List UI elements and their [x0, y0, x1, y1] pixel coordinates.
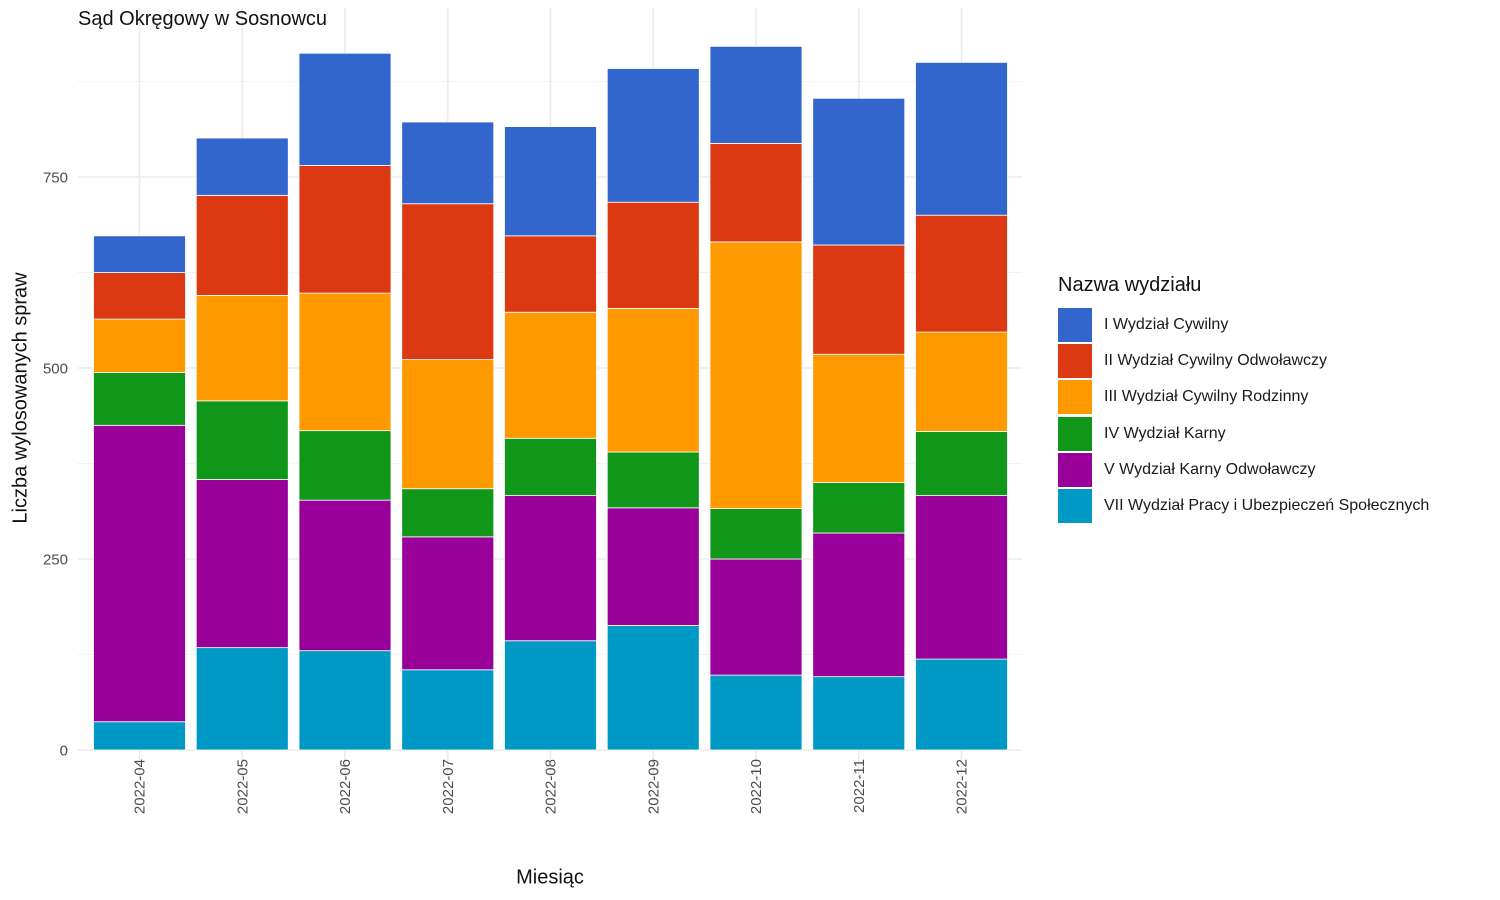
- bar-segment: [401, 121, 495, 205]
- legend-label: II Wydział Cywilny Odwoławczy: [1104, 352, 1328, 370]
- bar-segment: [504, 640, 597, 751]
- bar-segment: [606, 68, 700, 203]
- legend-item: III Wydział Cywilny Rodzinny: [1058, 379, 1429, 415]
- bar-segment: [915, 431, 1008, 496]
- legend-item: I Wydział Cywilny: [1058, 307, 1429, 343]
- x-tick-label: 2022-06: [337, 759, 354, 814]
- bar-segment: [709, 674, 803, 751]
- bar-segment: [504, 235, 597, 313]
- bar-segment: [298, 292, 392, 432]
- x-tick-label: 2022-05: [234, 759, 251, 814]
- bar-segment: [298, 499, 392, 652]
- bar-segment: [709, 241, 803, 509]
- bar-segment: [606, 201, 700, 309]
- bar-segment: [606, 625, 700, 751]
- bars: [93, 45, 1008, 751]
- bar-segment: [401, 359, 495, 490]
- y-tick-label: 250: [43, 552, 68, 569]
- bar-segment: [298, 430, 392, 501]
- y-tick-label: 500: [43, 361, 68, 378]
- legend-label: V Wydział Karny Odwoławczy: [1104, 460, 1316, 478]
- x-tick-label: 2022-09: [645, 759, 662, 814]
- bar-segment: [606, 507, 700, 626]
- bar-segment: [401, 536, 495, 671]
- bar-segment: [915, 331, 1008, 432]
- bar-segment: [812, 676, 906, 751]
- x-tick-label: 2022-04: [132, 759, 149, 814]
- bar-segment: [606, 451, 700, 509]
- bar-segment: [401, 669, 495, 751]
- bar-segment: [709, 45, 803, 144]
- chart-title: Sąd Okręgowy w Sosnowcu: [78, 8, 328, 30]
- legend-item: II Wydział Cywilny Odwoławczy: [1058, 343, 1429, 379]
- legend: Nazwa wydziału I Wydział Cywilny II Wydzi…: [1058, 274, 1429, 524]
- bar-segment: [504, 126, 597, 237]
- legend-title: Nazwa wydziału: [1058, 274, 1202, 296]
- bar-segment: [709, 558, 803, 676]
- bar-segment: [606, 308, 700, 453]
- x-tick-label: 2022-12: [954, 759, 971, 814]
- bar-segment: [401, 488, 495, 538]
- bar-segment: [812, 244, 906, 355]
- legend-swatch: [1058, 308, 1092, 343]
- y-tick-label: 750: [43, 170, 68, 187]
- legend-item: V Wydział Karny Odwoławczy: [1058, 452, 1429, 488]
- bar-segment: [709, 508, 803, 560]
- bar-segment: [298, 650, 392, 751]
- legend-item: IV Wydział Karny: [1058, 416, 1429, 452]
- bar-segment: [195, 137, 289, 196]
- bar-segment: [195, 400, 289, 480]
- bar-segment: [401, 203, 495, 360]
- bar-segment: [195, 194, 289, 296]
- legend-swatch: [1058, 489, 1092, 524]
- x-tick-label: 2022-11: [851, 759, 868, 813]
- legend-label: III Wydział Cywilny Rodzinny: [1104, 388, 1309, 406]
- x-tick-label: 2022-07: [440, 759, 457, 814]
- bar-segment: [709, 142, 803, 243]
- y-tick-label: 0: [60, 743, 68, 760]
- bar-segment: [298, 165, 392, 294]
- bar-segment: [915, 214, 1008, 333]
- bar-segment: [93, 721, 186, 751]
- bar-segment: [504, 495, 597, 642]
- bar-segment: [504, 311, 597, 439]
- legend-swatch: [1058, 452, 1092, 487]
- legend-swatch: [1058, 344, 1092, 379]
- bar-segment: [298, 52, 392, 166]
- bar-segment: [93, 424, 186, 723]
- x-axis-ticks: 2022-04 2022-05 2022-06 2022-07 2022-08 2022-…: [132, 759, 971, 814]
- bar-segment: [93, 318, 186, 373]
- legend-label: VII Wydział Pracy i Ubezpieczeń Społeczn…: [1104, 497, 1430, 515]
- bar-segment: [93, 372, 186, 426]
- bar-segment: [195, 479, 289, 649]
- bar-segment: [812, 353, 906, 483]
- bar-segment: [812, 97, 906, 246]
- bar-segment: [915, 62, 1008, 216]
- bar-segment: [915, 658, 1008, 751]
- bar-segment: [195, 295, 289, 402]
- y-axis-ticks: 0 250 500 750: [43, 170, 68, 760]
- bar-segment: [504, 437, 597, 496]
- bar-segment: [93, 272, 186, 320]
- x-tick-label: 2022-10: [748, 759, 765, 814]
- bar-segment: [195, 647, 289, 751]
- legend-label: I Wydział Cywilny: [1104, 316, 1229, 334]
- x-axis-label: Miesiąc: [516, 866, 584, 889]
- legend-swatch: [1058, 380, 1092, 415]
- bar-segment: [812, 532, 906, 678]
- bar-segment: [812, 482, 906, 534]
- legend-item: VII Wydział Pracy i Ubezpieczeń Społeczn…: [1058, 488, 1429, 524]
- y-axis-label: Liczba wylosowanych spraw: [9, 272, 32, 524]
- bar-segment: [93, 235, 186, 273]
- legend-items: I Wydział Cywilny II Wydział Cywilny Odwo…: [1058, 307, 1429, 524]
- bar-segment: [915, 495, 1008, 660]
- legend-swatch: [1058, 416, 1092, 451]
- legend-label: IV Wydział Karny: [1104, 424, 1226, 442]
- x-tick-label: 2022-08: [543, 759, 560, 814]
